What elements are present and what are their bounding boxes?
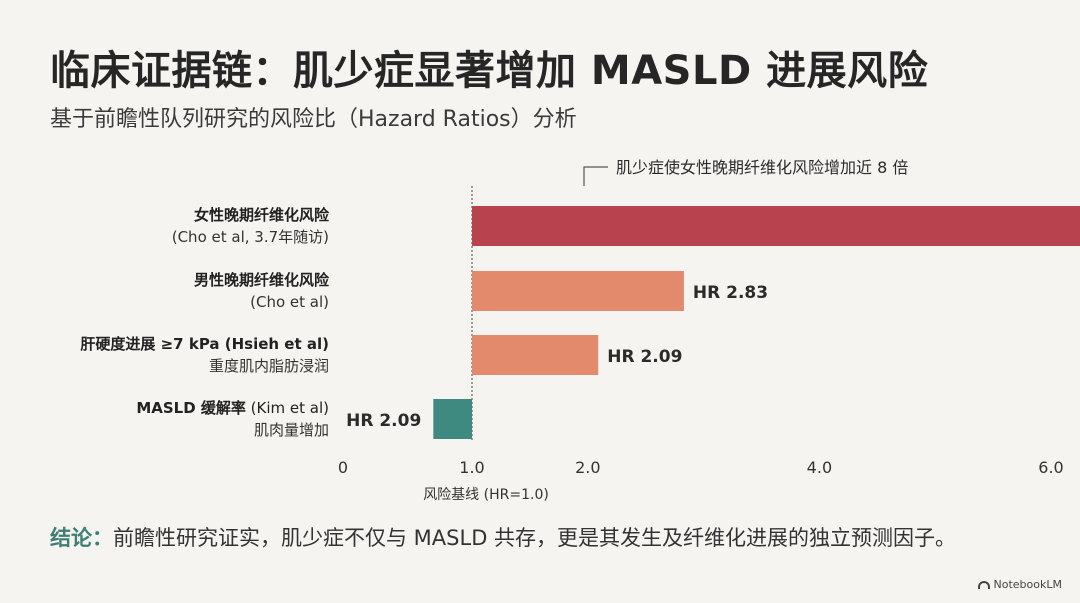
bar-2 [472,271,684,311]
category-sublabel-1: (Cho et al, 3.7年随访) [172,228,329,246]
category-label-3: 肝硬度进展 ≥7 kPa (Hsieh et al) [80,335,329,353]
category-source-4: (Kim et al) [246,399,329,417]
x-tick-label-1: 1.0 [459,458,484,477]
bar-value-label-3: HR 2.09 [607,347,682,367]
x-tick-label-4: 6.0 [1038,458,1063,477]
hazard-ratio-chart: HR 7.96女性晚期纤维化风险(Cho et al, 3.7年随访)HR 2.… [80,158,1080,503]
page-subtitle: 基于前瞻性队列研究的风险比（Hazard Ratios）分析 [50,107,577,132]
bar-value-label-2: HR 2.83 [693,283,768,303]
category-label-2: 男性晚期纤维化风险 [194,271,330,289]
x-tick-label-3: 4.0 [807,458,832,477]
category-title-4: MASLD 缓解率 [136,399,246,417]
bar-1 [472,206,1080,246]
page-title: 临床证据链：肌少症显著增加 MASLD 进展风险 [50,48,929,94]
category-label-4: MASLD 缓解率 (Kim et al) [136,399,329,417]
conclusion-label: 结论： [50,526,113,550]
conclusion-text: 前瞻性研究证实，肌少症不仅与 MASLD 共存，更是其发生及纤维化进展的独立预测… [113,526,957,550]
category-title-2: 男性晚期纤维化风险 [194,271,330,289]
bar-value-label-4: HR 2.09 [346,411,421,431]
conclusion: 结论：前瞻性研究证实，肌少症不仅与 MASLD 共存，更是其发生及纤维化进展的独… [50,522,956,552]
bar-4 [433,399,472,439]
category-title-3: 肝硬度进展 ≥7 kPa (Hsieh et al) [80,335,329,353]
category-label-1: 女性晚期纤维化风险 [194,206,330,224]
annotation-text: 肌少症使女性晚期纤维化风险增加近 8 倍 [616,158,908,177]
category-sublabel-3: 重度肌内脂肪浸润 [209,357,329,375]
category-sublabel-2: (Cho et al) [250,293,329,311]
brand-watermark: NotebookLM [977,578,1062,591]
x-tick-label-2: 2.0 [575,458,600,477]
x-tick-label-0: 0 [338,458,348,477]
bar-3 [472,335,599,375]
notebooklm-logo-icon [977,580,990,589]
annotation-connector [583,166,608,186]
category-title-1: 女性晚期纤维化风险 [194,206,330,224]
brand-name: NotebookLM [993,578,1062,591]
baseline-label: 风险基线 (HR=1.0) [423,486,549,503]
category-sublabel-4: 肌肉量增加 [254,421,329,439]
